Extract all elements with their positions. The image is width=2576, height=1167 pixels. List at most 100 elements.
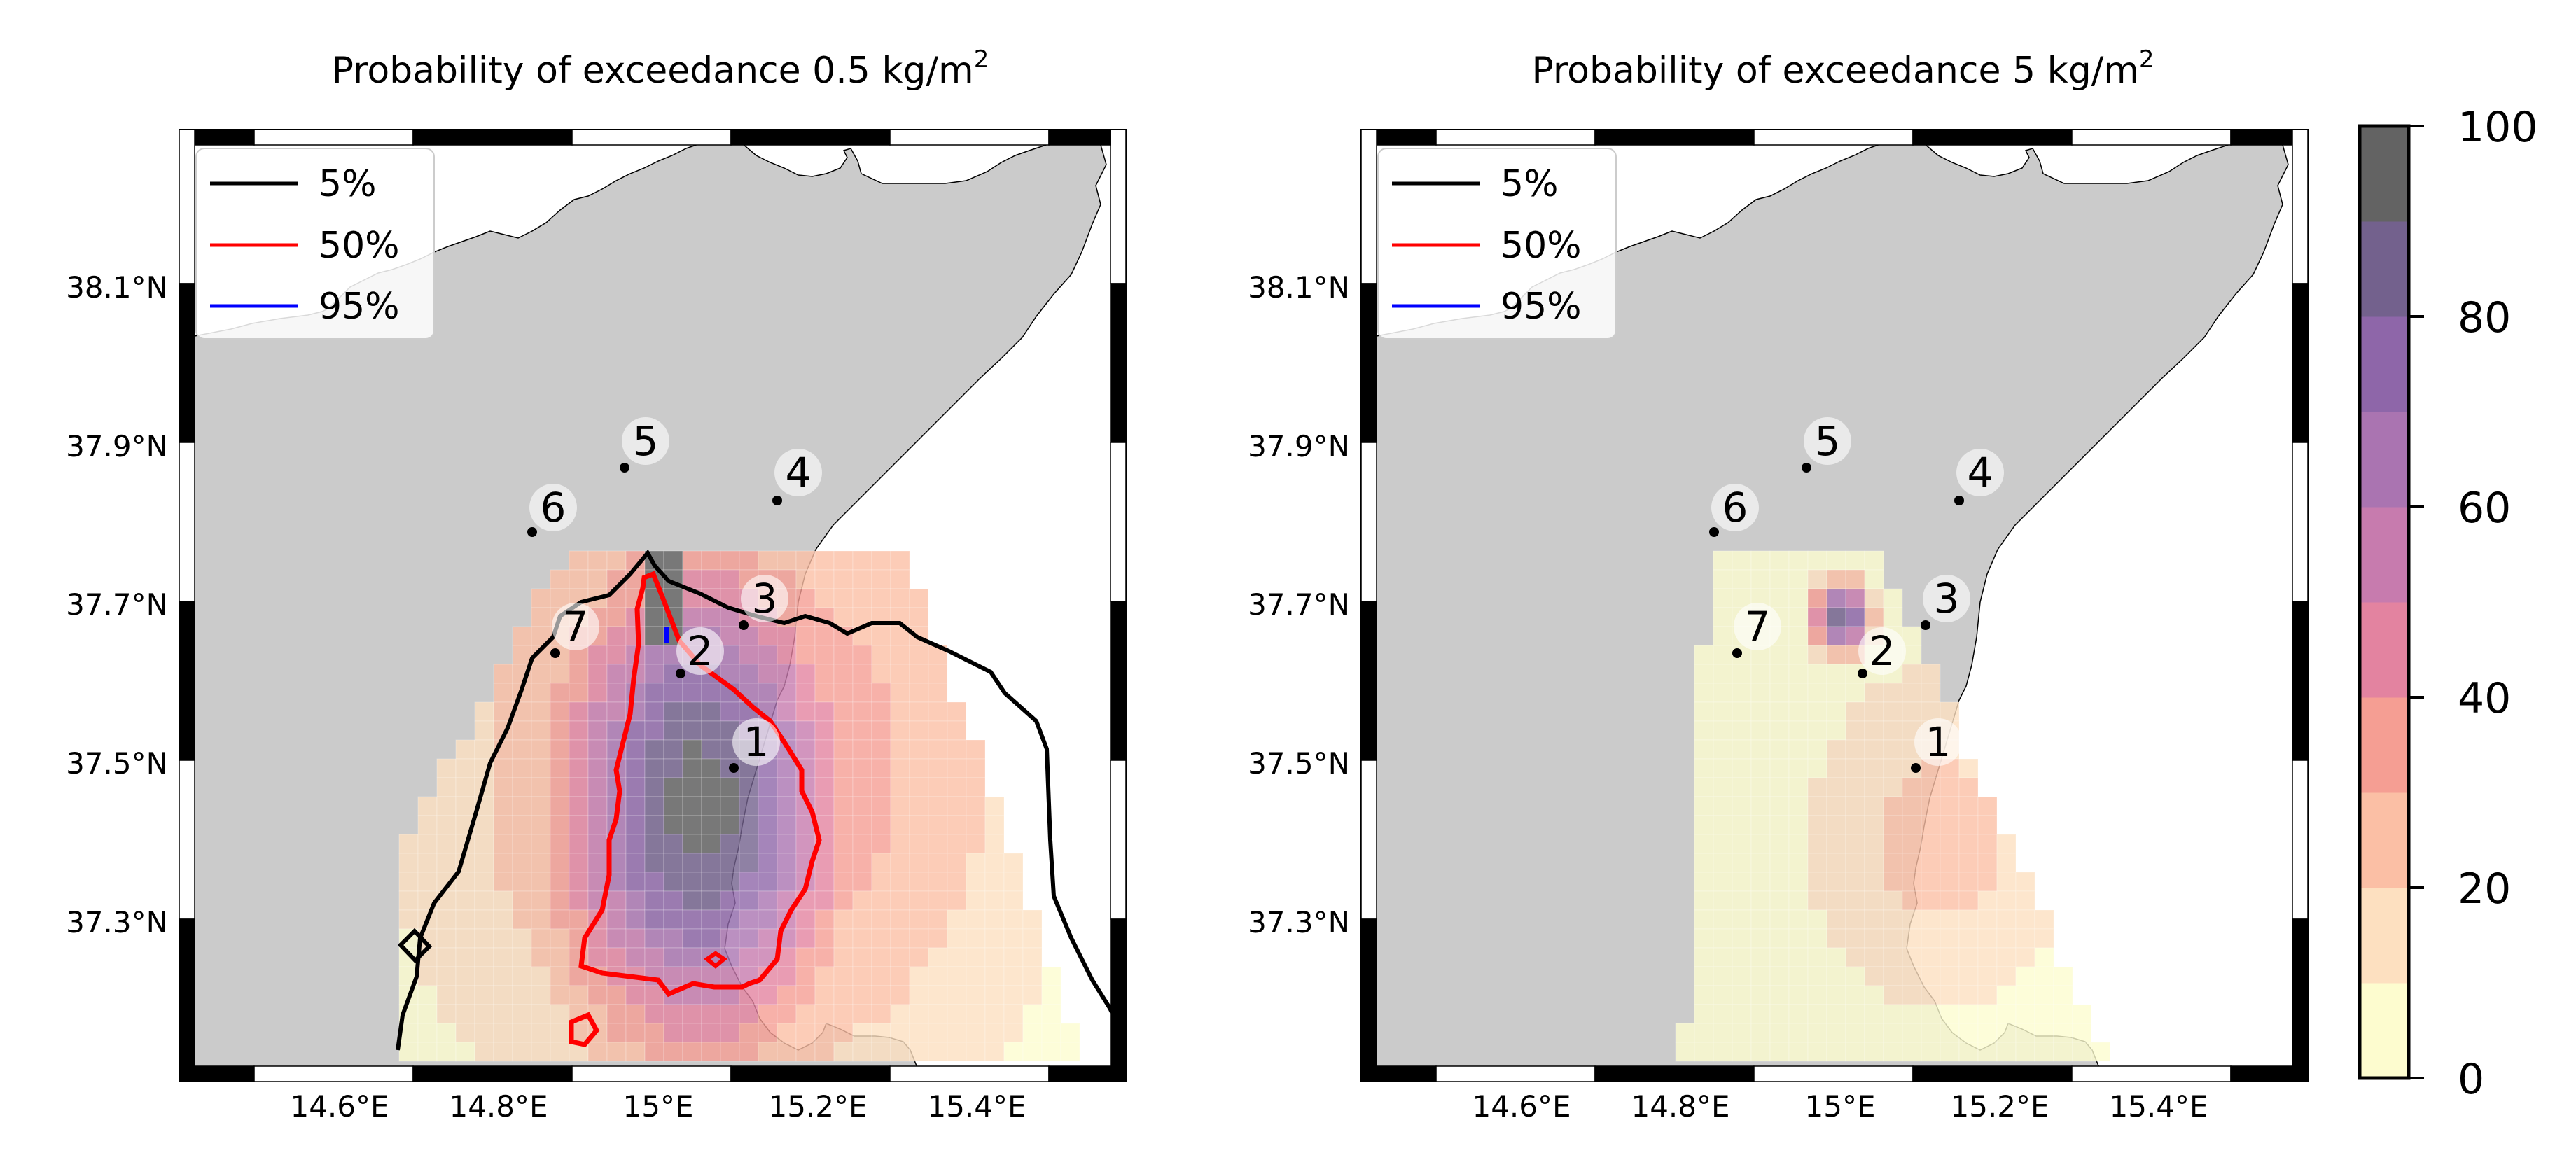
probability-cell [701, 739, 721, 760]
probability-cell [1902, 890, 1922, 911]
probability-cell [1864, 550, 1884, 571]
probability-cell [890, 739, 910, 760]
probability-cell [966, 872, 986, 892]
probability-cell [417, 1004, 438, 1024]
probability-cell [417, 1023, 438, 1043]
probability-cell [1732, 1023, 1752, 1043]
probability-cell [1883, 1023, 1903, 1043]
probability-cell [928, 872, 948, 892]
probability-cell [1864, 588, 1884, 608]
probability-cell [1826, 645, 1846, 665]
probability-cell [1996, 1042, 2017, 1062]
probability-cell [1883, 853, 1903, 873]
probability-cell [966, 777, 986, 797]
probability-cell [1883, 872, 1903, 892]
probability-cell [455, 985, 475, 1005]
probability-cell [569, 872, 589, 892]
probability-cell [947, 1004, 967, 1024]
probability-cell [701, 607, 721, 627]
probability-cell [606, 890, 627, 911]
probability-cell [493, 985, 513, 1005]
probability-cell [720, 928, 740, 949]
probability-cell [947, 815, 967, 835]
probability-cell [550, 890, 570, 911]
probability-cell [1883, 928, 1903, 949]
lon-tick-15-right: 15°E [1805, 1089, 1876, 1124]
probability-cell [720, 777, 740, 797]
probability-cell [720, 909, 740, 930]
probability-cell [852, 985, 872, 1005]
probability-cell [625, 947, 646, 967]
probability-cell [1864, 872, 1884, 892]
probability-cell [890, 853, 910, 873]
probability-cell [852, 777, 872, 797]
probability-cell [625, 1004, 646, 1024]
probability-cell [984, 928, 1005, 949]
probability-cell [1826, 626, 1846, 646]
probability-cell [1845, 1004, 1865, 1024]
probability-cell [928, 966, 948, 986]
station-label: 1 [744, 718, 770, 766]
probability-cell [833, 872, 854, 892]
probability-cell [2053, 1004, 2073, 1024]
probability-cell [1807, 815, 1827, 835]
probability-cell [1022, 966, 1043, 986]
probability-cell [1845, 928, 1865, 949]
probability-cell [2072, 1023, 2092, 1043]
probability-cell [1958, 928, 1979, 949]
probability-cell [795, 985, 816, 1005]
probability-cell [512, 872, 532, 892]
probability-cell [890, 683, 910, 703]
probability-cell [871, 777, 891, 797]
probability-cell [1694, 645, 1714, 665]
probability-cell [587, 853, 608, 873]
probability-cell [644, 758, 664, 778]
probability-cell [512, 890, 532, 911]
probability-cell [550, 928, 570, 949]
probability-cell [1864, 1042, 1884, 1062]
probability-cell [984, 815, 1005, 835]
probability-cell [1713, 985, 1733, 1005]
probability-cell [1041, 1042, 1061, 1062]
probability-cell [606, 588, 627, 608]
probability-cell [1996, 947, 2017, 967]
probability-cell [474, 872, 494, 892]
colorbar-ticks [2409, 125, 2424, 1079]
probability-cell [644, 872, 664, 892]
probability-cell [493, 853, 513, 873]
probability-cell [984, 872, 1005, 892]
probability-cell [890, 985, 910, 1005]
probability-cell [1883, 796, 1903, 816]
probability-cell [550, 909, 570, 930]
probability-cell [2015, 985, 2035, 1005]
probability-cell [569, 758, 589, 778]
probability-cell [2034, 985, 2054, 1005]
probability-cell [455, 1004, 475, 1024]
probability-cell [1732, 834, 1752, 854]
probability-cell [1845, 872, 1865, 892]
probability-cell [852, 550, 872, 571]
probability-cell [909, 985, 929, 1005]
probability-cell [852, 796, 872, 816]
probability-cell [720, 796, 740, 816]
probability-cell [795, 701, 816, 722]
probability-cell [1921, 1004, 1941, 1024]
colorbar-band [2360, 792, 2409, 888]
colorbar-band [2360, 412, 2409, 508]
probability-cell [512, 1023, 532, 1043]
probability-cell [928, 777, 948, 797]
probability-cell [417, 872, 438, 892]
probability-cell [1060, 1023, 1080, 1043]
probability-cell [871, 550, 891, 571]
probability-cell [1977, 1042, 1998, 1062]
probability-cell [587, 683, 608, 703]
probability-cell [1788, 569, 1809, 589]
station-label-halo [552, 603, 599, 650]
probability-cell [569, 777, 589, 797]
probability-cell [966, 909, 986, 930]
probability-cell [531, 1042, 551, 1062]
probability-cell [1996, 834, 2017, 854]
probability-cell [1845, 607, 1865, 627]
probability-cell [1826, 607, 1846, 627]
station-marker [1732, 648, 1742, 658]
